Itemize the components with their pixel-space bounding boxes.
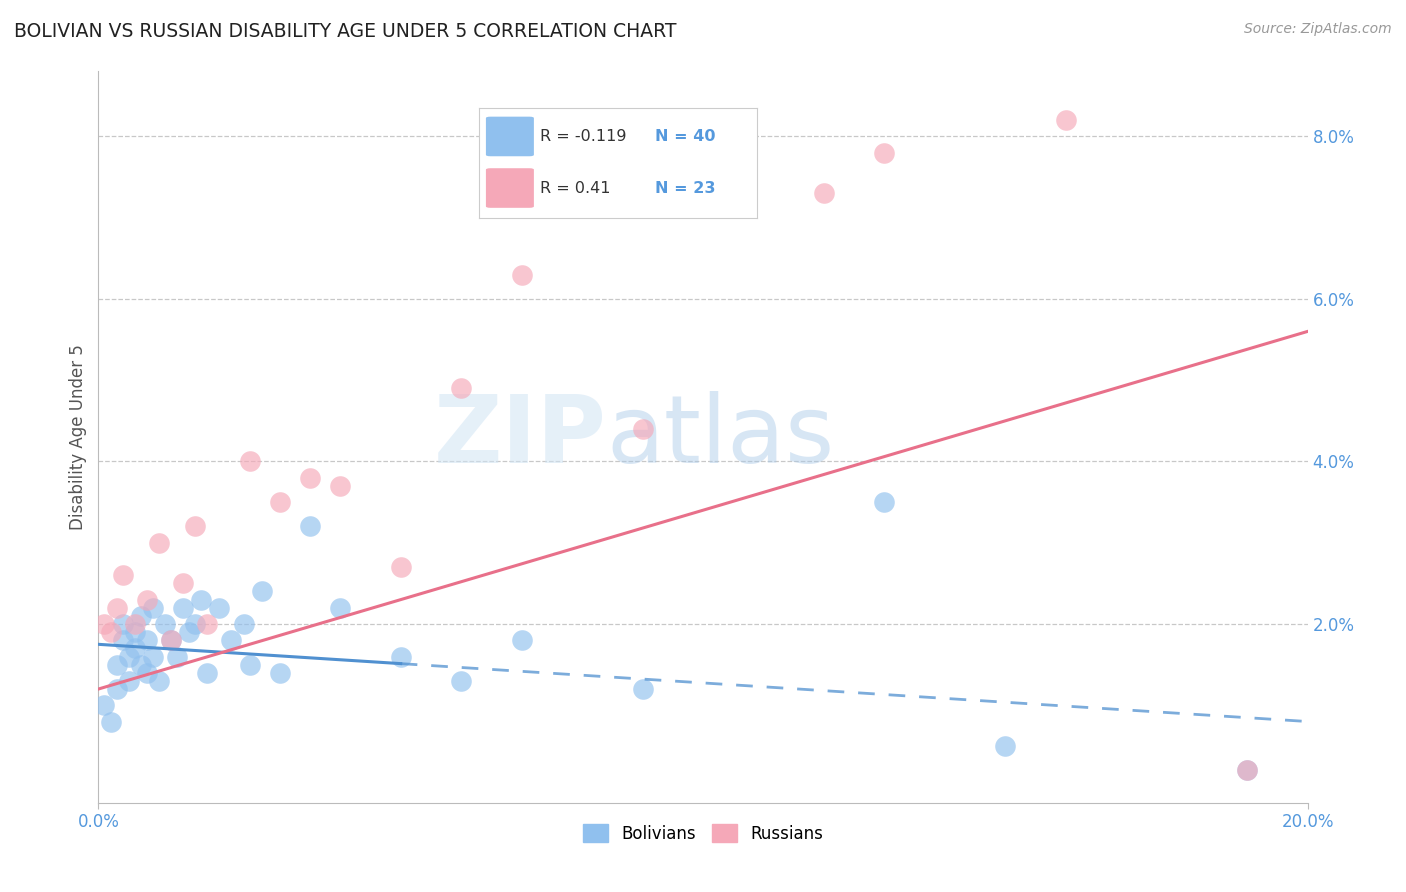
Point [184, 617, 207, 632]
Point [631, 422, 654, 436]
Point [172, 600, 194, 615]
Point [135, 665, 157, 680]
Point [118, 673, 141, 688]
Point [813, 186, 835, 201]
Point [135, 633, 157, 648]
Point [105, 657, 128, 672]
Point [124, 641, 146, 656]
Point [450, 673, 472, 688]
Point [160, 633, 183, 648]
Point [510, 268, 533, 282]
Point [994, 739, 1017, 753]
Point [190, 592, 212, 607]
Point [105, 681, 128, 696]
Point [329, 600, 352, 615]
Point [179, 625, 201, 640]
Point [329, 479, 352, 493]
Point [232, 617, 254, 632]
Point [510, 633, 533, 648]
Point [250, 584, 273, 599]
Text: Source: ZipAtlas.com: Source: ZipAtlas.com [1244, 22, 1392, 37]
Point [208, 600, 231, 615]
Point [100, 625, 122, 640]
Text: ZIP: ZIP [433, 391, 606, 483]
Legend: Bolivians, Russians: Bolivians, Russians [576, 818, 830, 849]
Point [142, 600, 165, 615]
Point [184, 519, 207, 533]
Point [450, 381, 472, 395]
Point [873, 495, 896, 509]
Point [166, 649, 188, 664]
Point [124, 625, 146, 640]
Point [195, 617, 218, 632]
Point [269, 665, 291, 680]
Point [111, 633, 134, 648]
Y-axis label: Disability Age Under 5: Disability Age Under 5 [69, 344, 87, 530]
Point [111, 568, 134, 582]
Point [389, 649, 412, 664]
Point [221, 633, 243, 648]
Point [389, 560, 412, 574]
Text: atlas: atlas [606, 391, 835, 483]
Point [172, 576, 194, 591]
Point [111, 617, 134, 632]
Point [129, 608, 152, 623]
Point [124, 617, 146, 632]
Point [93, 698, 115, 713]
Text: BOLIVIAN VS RUSSIAN DISABILITY AGE UNDER 5 CORRELATION CHART: BOLIVIAN VS RUSSIAN DISABILITY AGE UNDER… [14, 22, 676, 41]
Point [118, 649, 141, 664]
Point [239, 454, 262, 468]
Point [1236, 764, 1258, 778]
Point [100, 714, 122, 729]
Point [153, 617, 176, 632]
Point [93, 617, 115, 632]
Point [129, 657, 152, 672]
Point [1054, 113, 1077, 128]
Point [299, 519, 322, 533]
Point [105, 600, 128, 615]
Point [239, 657, 262, 672]
Point [631, 681, 654, 696]
Point [160, 633, 183, 648]
Point [135, 592, 157, 607]
Point [873, 145, 896, 160]
Point [148, 535, 170, 549]
Point [148, 673, 170, 688]
Point [269, 495, 291, 509]
Point [142, 649, 165, 664]
Point [1236, 764, 1258, 778]
Point [299, 471, 322, 485]
Point [195, 665, 218, 680]
